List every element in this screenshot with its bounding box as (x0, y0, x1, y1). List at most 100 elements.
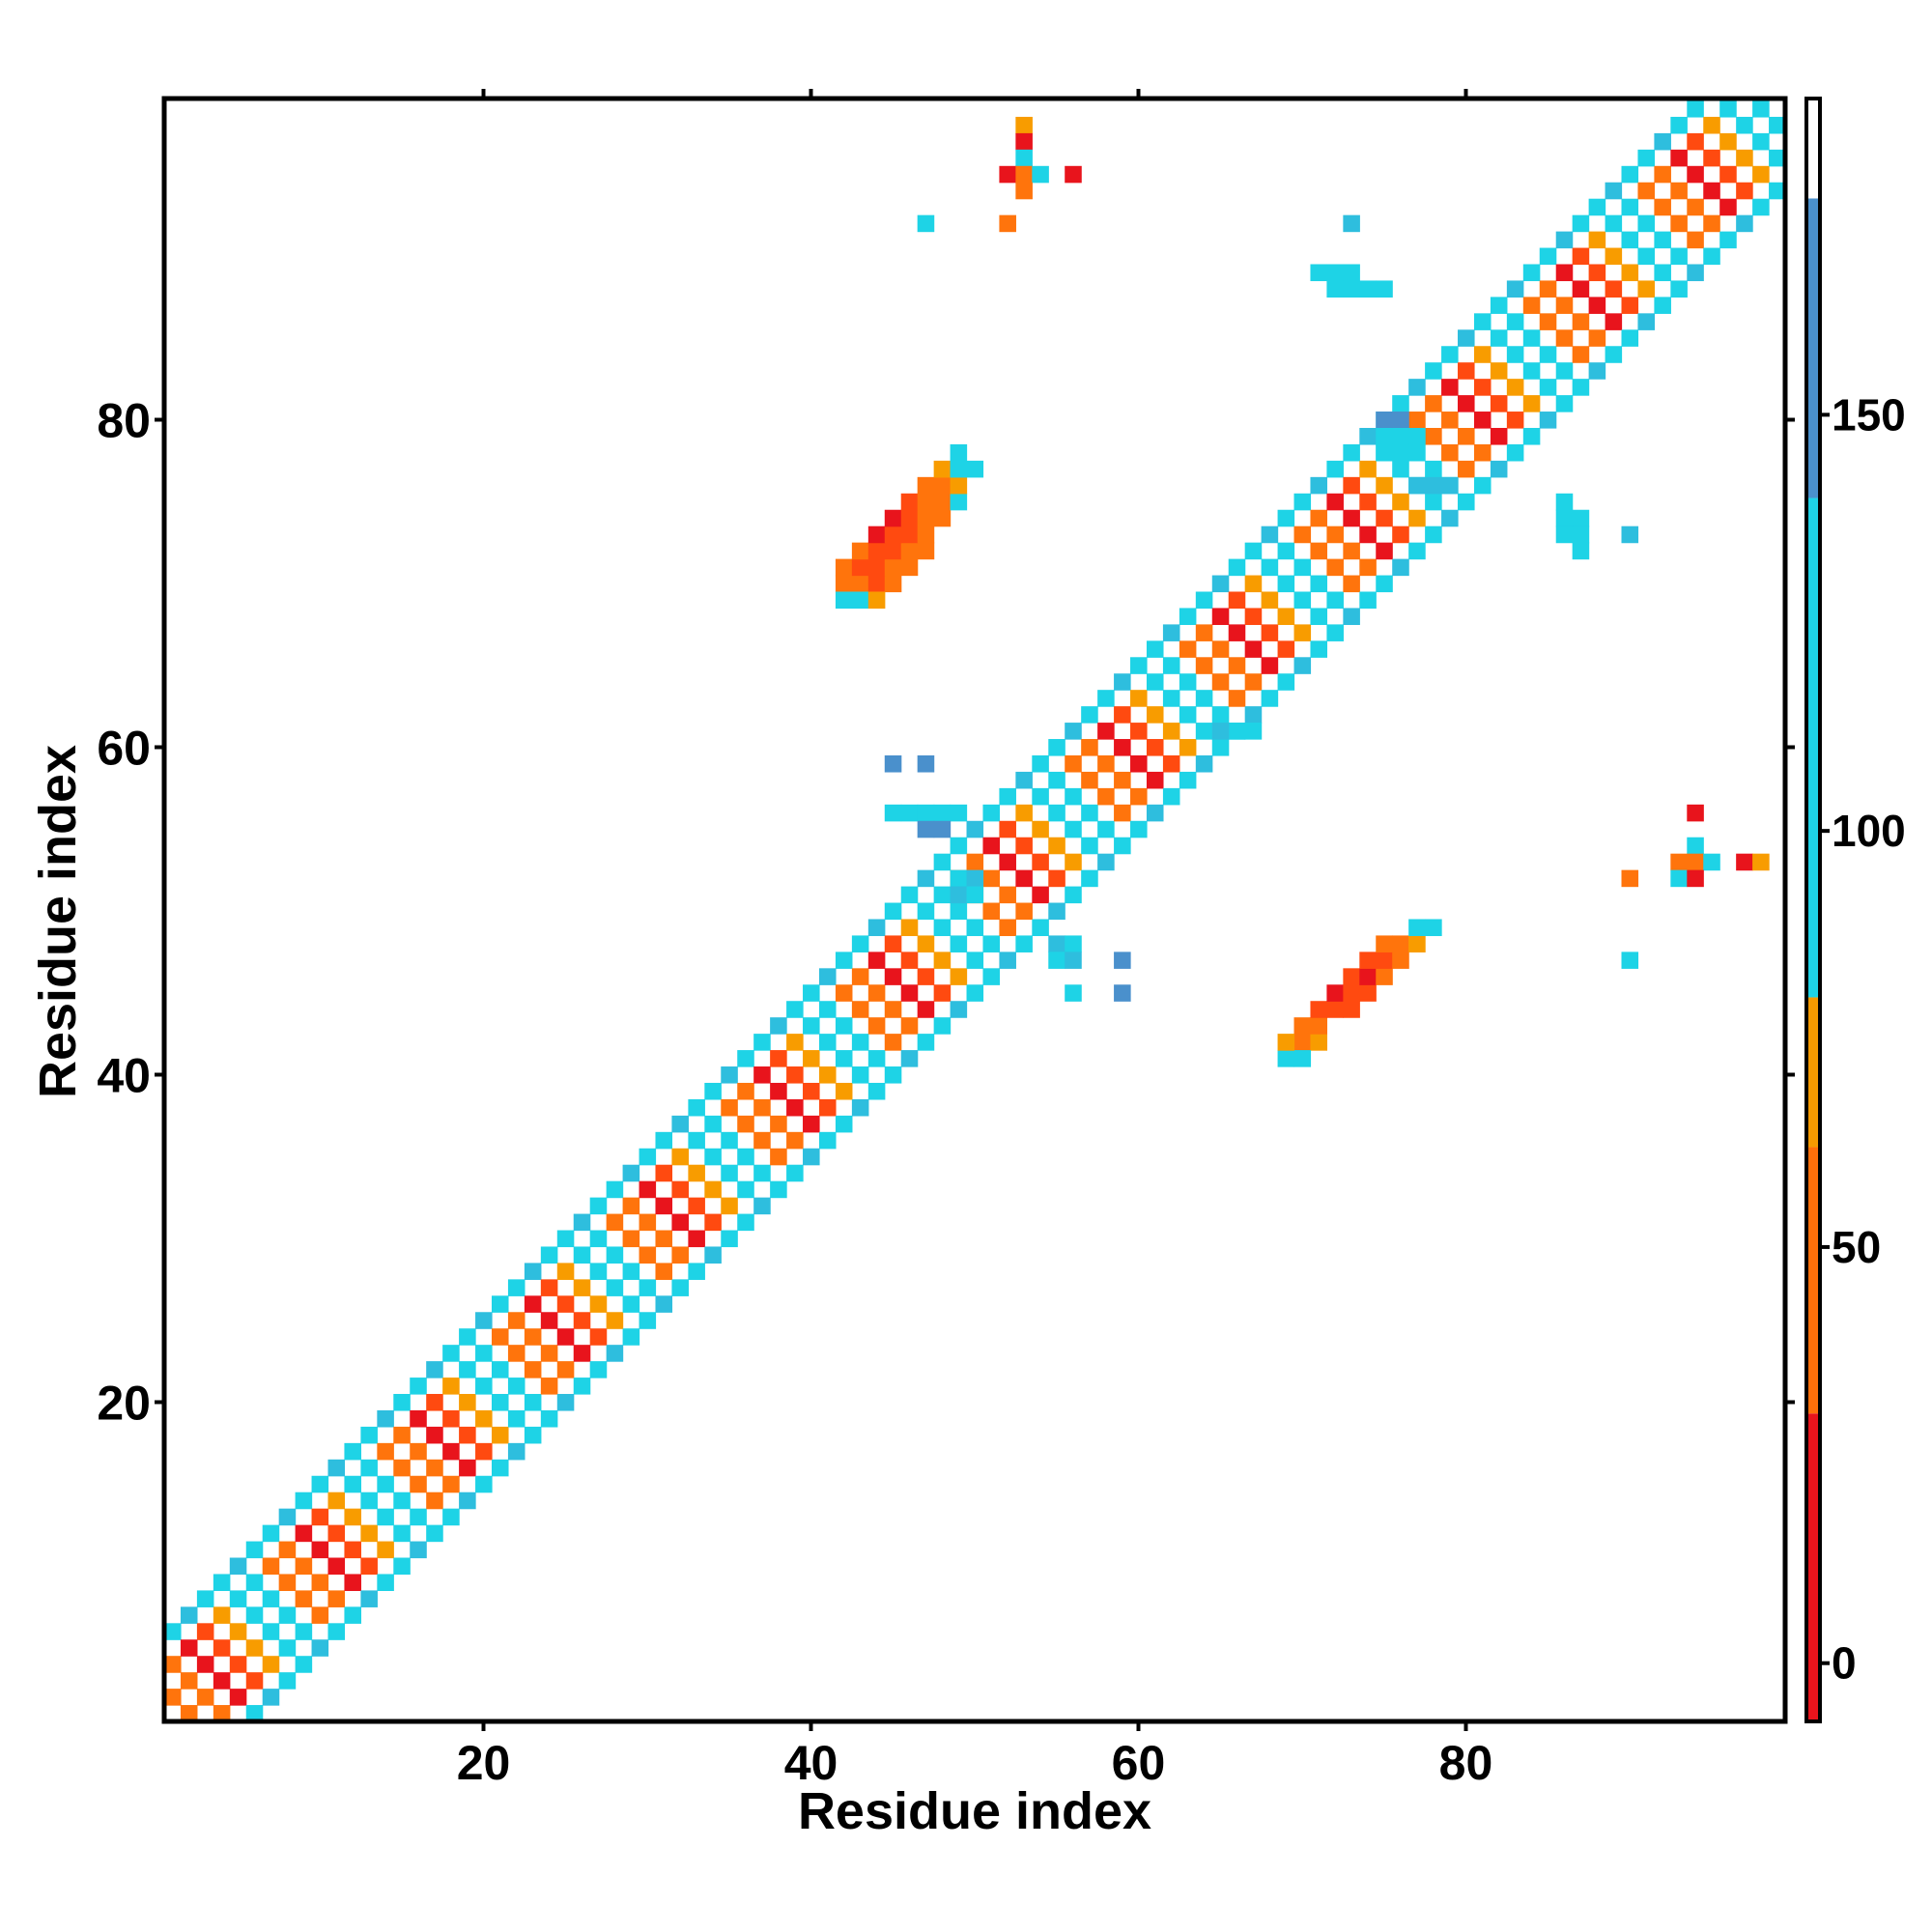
colorbar-segment (1806, 497, 1820, 998)
diagonal-cell (1490, 427, 1508, 445)
diagonal-cell (1687, 165, 1704, 184)
diagonal-cell (262, 1689, 280, 1706)
diagonal-cell (867, 1017, 886, 1035)
diagonal-cell (278, 1672, 297, 1690)
diagonal-cell (1114, 837, 1131, 855)
contact-cell (1228, 723, 1246, 740)
contact-cell (1425, 919, 1442, 937)
diagonal-cell (295, 1524, 313, 1543)
diagonal-cell (278, 1574, 297, 1591)
diagonal-cell (1522, 264, 1541, 282)
diagonal-cell (917, 869, 935, 888)
diagonal-cell (1719, 198, 1737, 216)
diagonal-cell (1326, 558, 1344, 577)
diagonal-cell (410, 1541, 427, 1559)
diagonal-cell (245, 1541, 264, 1559)
diagonal-cell (1343, 509, 1360, 527)
diagonal-cell (933, 853, 952, 871)
contact-cell (1326, 280, 1344, 298)
diagonal-cell (1179, 673, 1197, 691)
contact-cell (1065, 165, 1082, 184)
diagonal-cell (1261, 657, 1279, 674)
diagonal-cell (524, 1263, 542, 1280)
diagonal-cell (1588, 297, 1606, 314)
diagonal-cell (459, 1328, 476, 1346)
diagonal-cell (1392, 460, 1409, 478)
contact-cell (1343, 984, 1360, 1002)
diagonal-cell (1637, 247, 1655, 266)
diagonal-cell (229, 1689, 247, 1706)
contact-cell (1687, 853, 1704, 871)
diagonal-cell (1687, 132, 1704, 151)
diagonal-cell (786, 1034, 804, 1051)
diagonal-cell (1473, 476, 1492, 495)
diagonal-cell (1522, 297, 1541, 314)
diagonal-cell (1458, 493, 1475, 511)
diagonal-cell (1376, 542, 1393, 560)
diagonal-cell (950, 935, 968, 952)
diagonal-cell (1179, 771, 1197, 789)
diagonal-cell (1195, 657, 1213, 674)
diagonal-cell (475, 1312, 493, 1329)
diagonal-cell (1572, 379, 1590, 396)
diagonal-cell (1670, 280, 1688, 298)
diagonal-cell (884, 1034, 902, 1051)
diagonal-cell (917, 968, 935, 985)
diagonal-cell (818, 1131, 837, 1150)
contact-cell (1408, 919, 1426, 937)
diagonal-cell (1588, 362, 1606, 380)
diagonal-cell (1654, 297, 1671, 314)
diagonal-cell (245, 1672, 264, 1690)
diagonal-cell (818, 1001, 837, 1018)
contact-cell (950, 493, 968, 511)
diagonal-cell (1425, 362, 1442, 380)
diagonal-cell (1654, 198, 1671, 216)
diagonal-cell (867, 952, 886, 969)
diagonal-cell (1539, 346, 1557, 363)
diagonal-cell (540, 1409, 558, 1428)
diagonal-cell (1195, 754, 1213, 773)
contact-cell (1736, 853, 1753, 871)
diagonal-cell (655, 1230, 673, 1248)
diagonal-cell (753, 1098, 771, 1117)
diagonal-cell (262, 1590, 280, 1607)
diagonal-cell (311, 1508, 329, 1526)
diagonal-cell (327, 1557, 346, 1576)
diagonal-cell (245, 1574, 264, 1591)
diagonal-cell (442, 1378, 460, 1395)
diagonal-cell (704, 1148, 722, 1166)
diagonal-cell (1097, 853, 1115, 871)
diagonal-cell (1277, 608, 1295, 625)
diagonal-cell (851, 968, 869, 985)
diagonal-cell (966, 820, 984, 838)
diagonal-cell (917, 935, 935, 952)
contact-cell (1310, 1034, 1328, 1051)
diagonal-cell (639, 1148, 657, 1166)
diagonal-cell (556, 1394, 575, 1411)
diagonal-cell (245, 1705, 264, 1722)
diagonal-cell (393, 1394, 411, 1411)
diagonal-cell (884, 902, 902, 921)
diagonal-cell (311, 1639, 329, 1657)
diagonal-cell (982, 935, 1001, 952)
diagonal-cell (721, 1197, 738, 1215)
diagonal-cell (884, 1001, 902, 1018)
contact-cell (851, 575, 869, 593)
diagonal-cell (573, 1246, 591, 1264)
diagonal-cell (1146, 771, 1164, 789)
diagonal-cell (851, 1034, 869, 1051)
contact-cell (1065, 952, 1082, 969)
diagonal-cell (1065, 723, 1082, 740)
colorbar-segment (1806, 997, 1820, 1148)
diagonal-cell (1114, 673, 1131, 691)
diagonal-cell (1605, 346, 1623, 363)
diagonal-cell (393, 1426, 411, 1444)
contact-cell (1015, 165, 1033, 184)
diagonal-cell (639, 1279, 657, 1296)
diagonal-cell (475, 1442, 493, 1461)
diagonal-cell (1244, 640, 1263, 658)
diagonal-cell (999, 820, 1016, 838)
diagonal-cell (1359, 558, 1377, 577)
diagonal-cell (1719, 132, 1737, 151)
diagonal-cell (589, 1328, 608, 1346)
